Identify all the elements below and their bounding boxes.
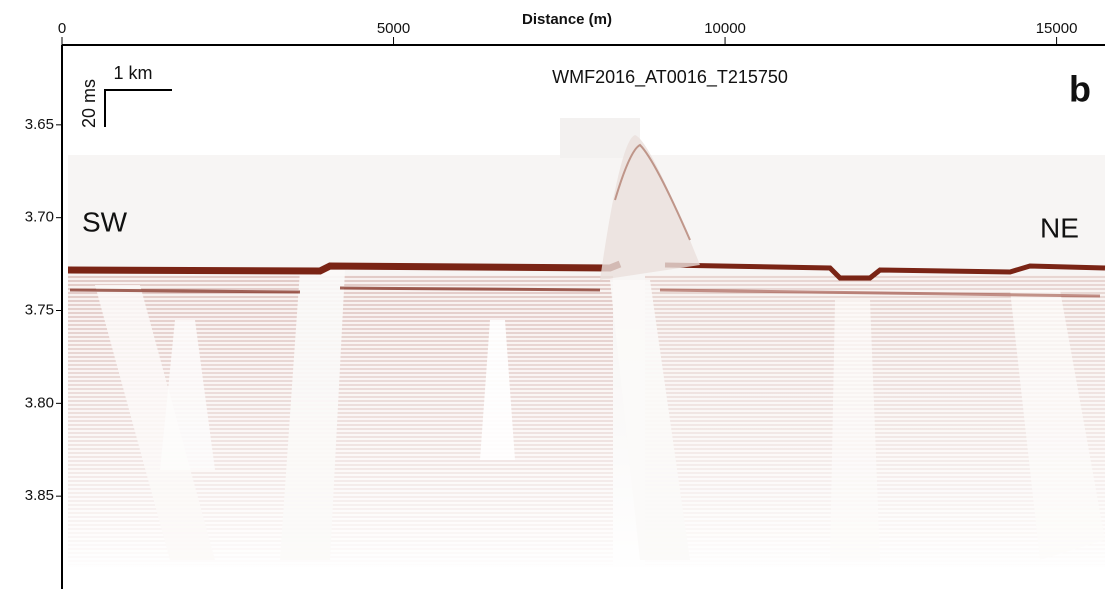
y-tick-label: 3.65 [25,116,54,133]
panel-label: b [1069,69,1091,110]
y-tick-label: 3.80 [25,394,54,411]
x-tick-label: 5000 [377,20,410,37]
direction-label: NE [1040,212,1079,243]
scale-label: 20 ms [79,79,99,128]
direction-label: SW [82,206,128,237]
chart-title: WMF2016_AT0016_T215750 [552,67,788,88]
x-tick-label: 15000 [1036,20,1078,37]
scale-label: 1 km [113,63,152,83]
scale-bar [104,89,172,127]
y-tick-label: 3.85 [25,487,54,504]
seismic-image [67,118,1106,567]
x-tick-label: 10000 [704,20,746,37]
y-tick-label: 3.70 [25,209,54,226]
x-tick-label: 0 [58,20,66,37]
y-tick-label: 3.75 [25,301,54,318]
x-axis-label: Distance (m) [522,11,612,28]
